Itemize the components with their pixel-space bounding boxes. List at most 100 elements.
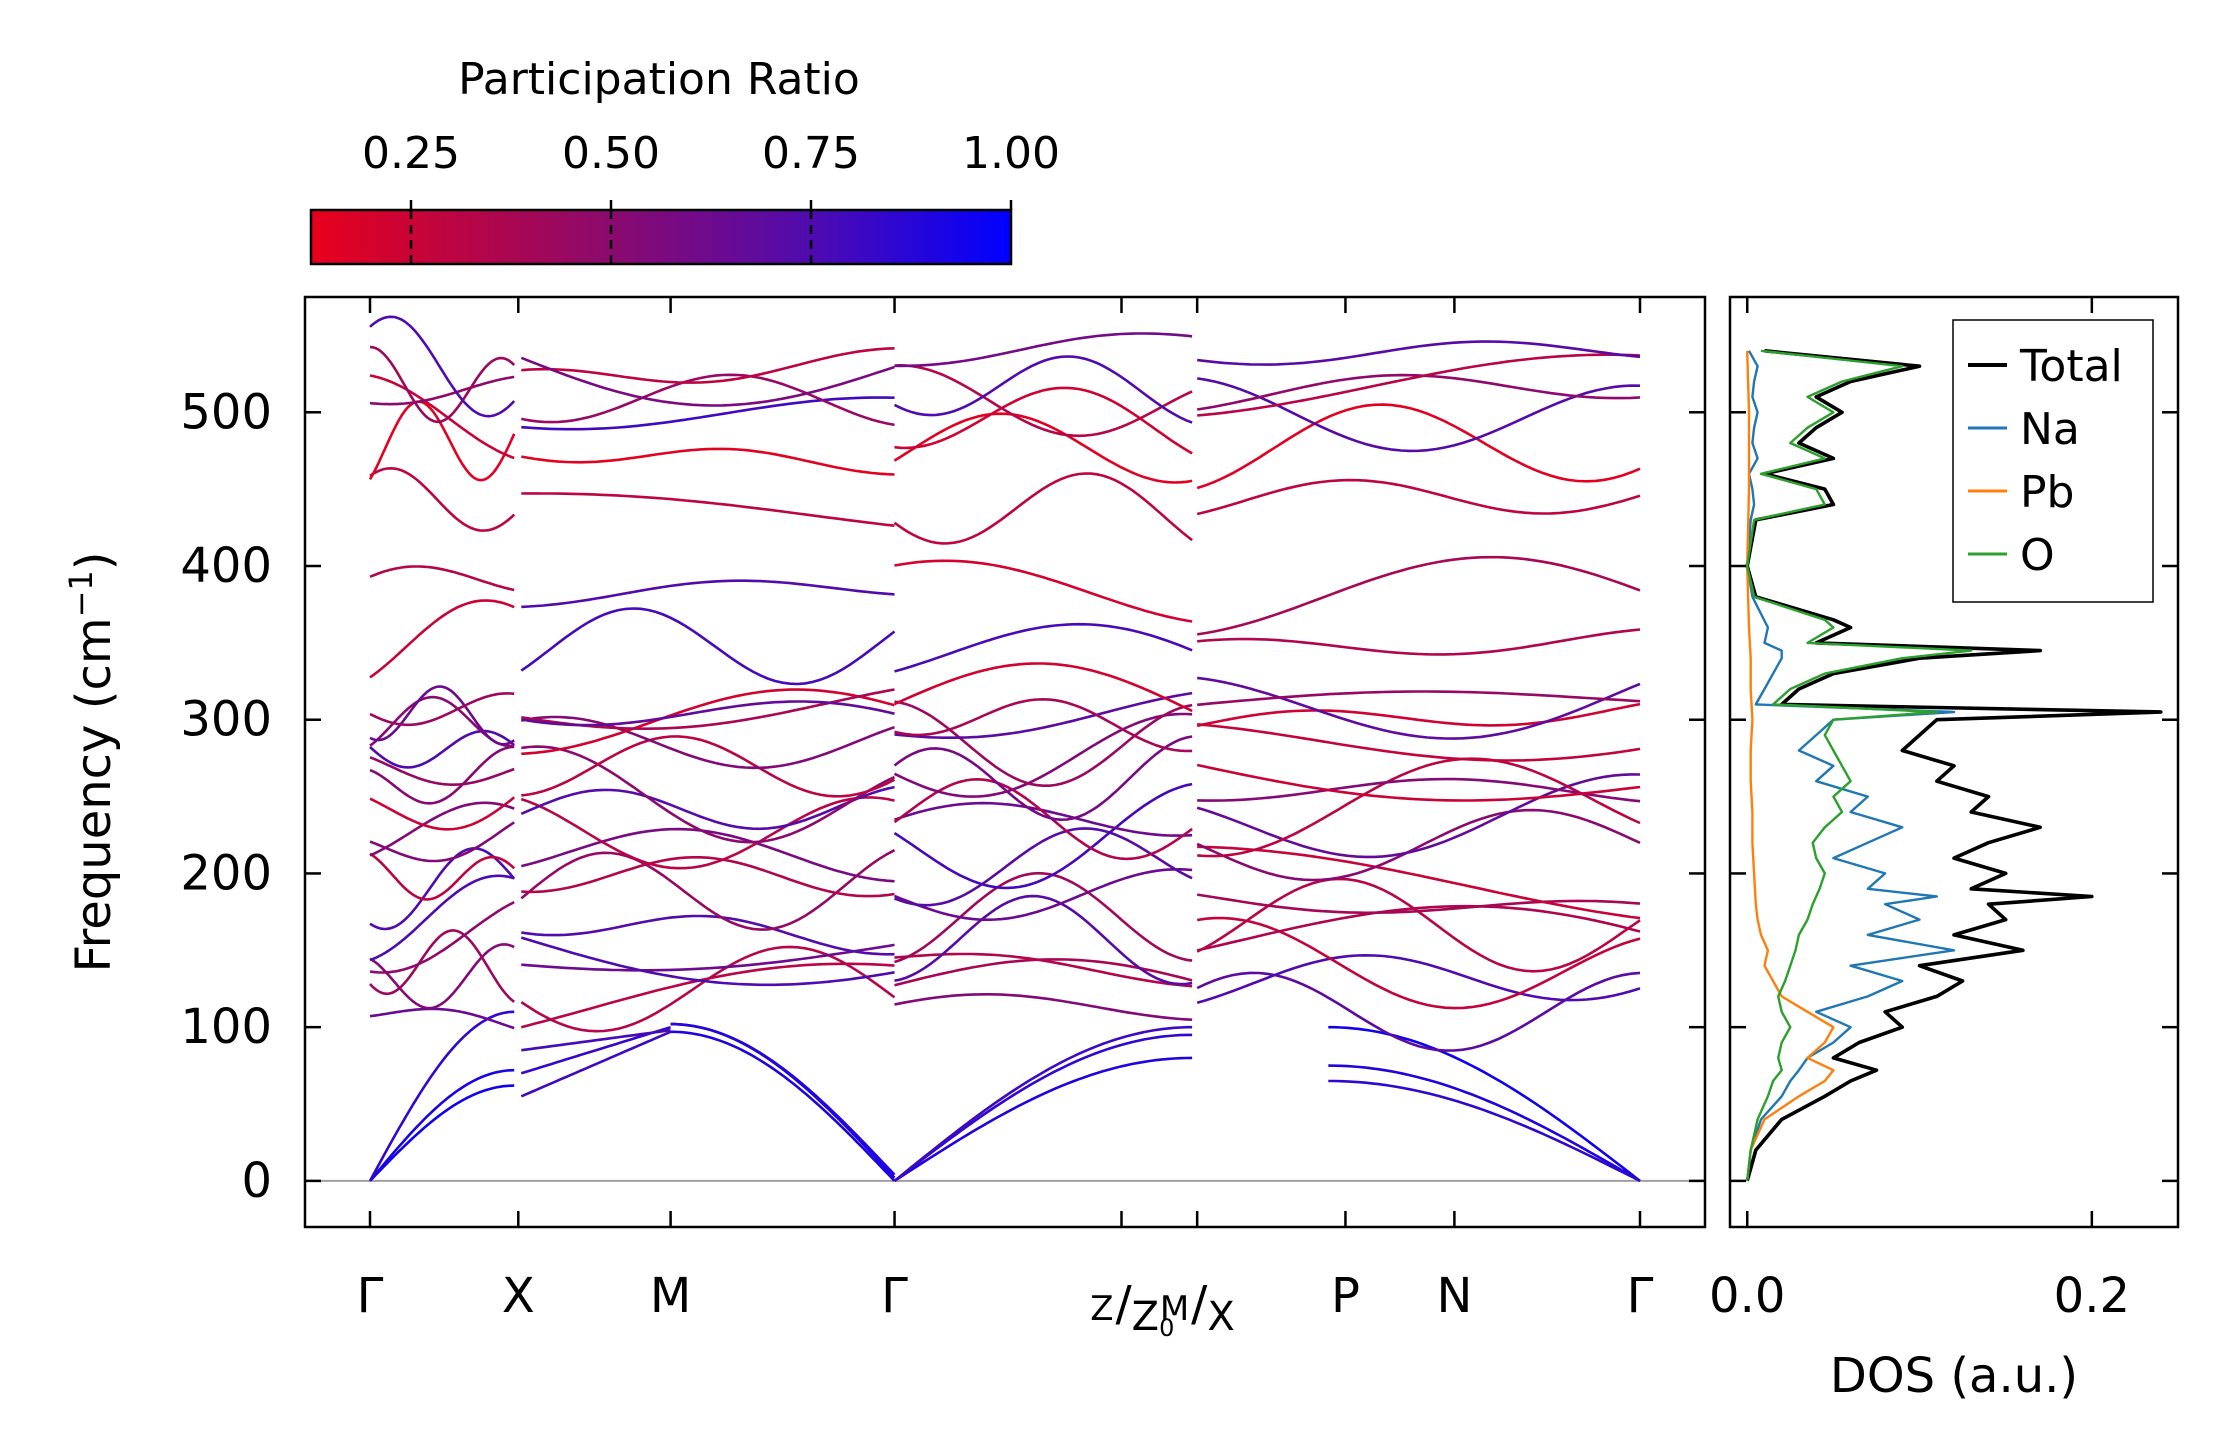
dos-series-o: [1746, 349, 1973, 1182]
optical-branch: [893, 355, 1193, 424]
acoustic-branch: [1328, 1025, 1641, 1182]
dos-axis-label: DOS (a.u.): [1830, 1348, 2078, 1404]
optical-branch: [520, 936, 895, 987]
dos-x-tick-label: 0.0: [1709, 1268, 1785, 1324]
acoustic-branch: [520, 1030, 672, 1098]
optical-branch: [369, 374, 515, 460]
acoustic-branch: [893, 1025, 1193, 1182]
optical-branch: [1197, 723, 1641, 762]
optical-branch: [1197, 628, 1641, 656]
optical-branch: [520, 356, 895, 407]
dos-series-na: [1746, 350, 1956, 1182]
optical-branch: [1196, 377, 1641, 453]
optical-branch: [1196, 763, 1641, 802]
acoustic-branch: [670, 1022, 896, 1176]
legend-label: O: [2020, 530, 2055, 581]
optical-branch: [520, 849, 896, 931]
optical-branch: [521, 447, 895, 476]
optical-branch: [1197, 916, 1641, 1010]
frequency-axis: 0 100 200 300 400 500: [180, 384, 1705, 1209]
optical-branch: [369, 929, 516, 1003]
optical-branch: [1196, 373, 1641, 411]
legend: Total Na Pb O: [1952, 319, 2154, 603]
y-tick-label: 400: [180, 538, 272, 594]
optical-branch: [369, 466, 516, 532]
optical-branch: [1196, 702, 1641, 728]
phonon-branches: [368, 315, 1641, 1183]
optical-branch: [1196, 953, 1641, 1004]
acoustic-branch: [368, 1010, 515, 1182]
acoustic-branch: [670, 1022, 896, 1179]
optical-branch: [1197, 757, 1641, 858]
optical-branch: [894, 691, 1193, 739]
optical-branch: [521, 373, 895, 427]
optical-branch: [894, 993, 1193, 1021]
dos-series-pb: [1746, 350, 1835, 1182]
optical-branch: [521, 396, 895, 431]
optical-branch: [369, 685, 515, 746]
k-point-label: N: [1436, 1268, 1472, 1324]
optical-branch: [369, 729, 516, 769]
colorbar-tick-label: 0.75: [762, 128, 860, 179]
optical-branch: [893, 735, 1193, 822]
y-tick-label: 100: [180, 999, 272, 1055]
optical-branch: [369, 745, 515, 805]
optical-branch: [521, 492, 895, 527]
optical-branch: [894, 700, 1193, 787]
colorbar-tick-label: 1.00: [962, 128, 1060, 179]
optical-branch: [521, 347, 895, 384]
y-tick-label: 300: [180, 692, 272, 748]
optical-branch: [1196, 403, 1641, 490]
optical-branch: [893, 777, 1193, 861]
optical-branch: [893, 662, 1193, 713]
optical-branch: [894, 827, 1193, 907]
k-point-label-slash: /X: [1191, 1276, 1235, 1340]
optical-branch: [521, 700, 895, 727]
k-point-label: M: [650, 1268, 691, 1324]
optical-branch: [369, 375, 515, 406]
dos-panel: 0.0 0.2 DOS (a.u.) Total Na Pb O: [1709, 295, 2180, 1404]
optical-branch: [521, 735, 896, 798]
optical-branch: [369, 315, 516, 418]
optical-branch: [521, 579, 895, 609]
optical-branch: [369, 943, 515, 1010]
y-tick-label: 0: [241, 1153, 272, 1209]
optical-branch: [521, 914, 895, 956]
optical-branch: [893, 782, 1193, 890]
acoustic-branch: [521, 1028, 671, 1052]
optical-branch: [369, 874, 515, 962]
colorbar: Participation Ratio 0.25 0.50 0.75 1.00: [309, 54, 1060, 266]
band-plot-frame: [303, 295, 1707, 1229]
optical-branch: [894, 559, 1193, 623]
frequency-axis-label: Frequency (cm−1): [62, 551, 122, 972]
optical-branch: [894, 697, 1193, 753]
dos-x-tick-label: 0.2: [2054, 1268, 2130, 1324]
k-point-label: Γ: [1627, 1268, 1654, 1324]
optical-branch: [520, 945, 896, 1033]
legend-label: Na: [2020, 404, 2080, 455]
optical-branch: [1197, 690, 1641, 707]
dos-axes: 0.0 0.2: [1709, 297, 2178, 1324]
optical-branch: [521, 688, 895, 730]
optical-branch: [520, 785, 895, 831]
colorbar-ticks: 0.25 0.50 0.75 1.00: [362, 128, 1060, 264]
y-tick-label: 200: [180, 845, 272, 901]
optical-branch: [369, 599, 515, 679]
acoustic-branch: [368, 1068, 515, 1182]
k-point-label: M: [1160, 1289, 1189, 1329]
optical-branch: [894, 332, 1193, 368]
optical-branch: [520, 796, 895, 870]
optical-branch: [894, 867, 1193, 921]
legend-entries: Total Na Pb O: [1968, 341, 2123, 581]
optical-branch: [893, 472, 1193, 545]
k-point-label: X: [502, 1268, 535, 1324]
optical-branch: [1197, 845, 1641, 920]
acoustic-branch: [369, 1084, 515, 1182]
optical-branch: [1196, 904, 1641, 952]
optical-branch: [369, 821, 515, 863]
optical-branch: [521, 856, 895, 898]
k-path-axis: Γ X M Γ Z/Z0M/X P N Γ: [357, 297, 1654, 1342]
optical-branch: [369, 852, 516, 901]
dos-plot-frame: [1728, 295, 2180, 1229]
